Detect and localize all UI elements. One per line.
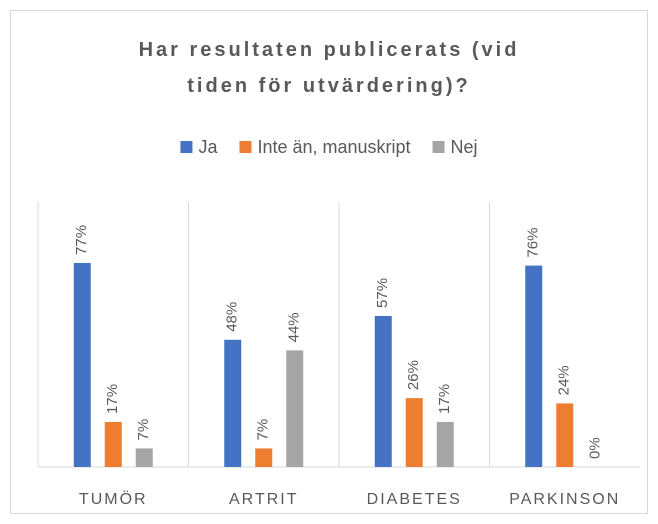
- bar: [135, 448, 153, 467]
- bar: [374, 315, 392, 467]
- legend-label: Inte än, manuskript: [257, 137, 410, 157]
- bar: [224, 339, 242, 467]
- bar: [436, 421, 454, 467]
- legend-swatch: [180, 141, 193, 153]
- data-label: 7%: [255, 419, 272, 441]
- data-label: 48%: [224, 302, 241, 332]
- data-label: 77%: [73, 225, 90, 255]
- data-label: 7%: [135, 419, 152, 441]
- bar: [525, 265, 543, 467]
- legend-swatch: [432, 141, 445, 153]
- legend-label: Nej: [451, 137, 478, 157]
- chart-title: Har resultaten publicerats (vid tiden fö…: [138, 39, 520, 97]
- x-tick-label: PARKINSON: [509, 491, 620, 508]
- bar: [255, 448, 273, 467]
- bar: [73, 262, 91, 467]
- x-tick-label: DIABETES: [367, 491, 462, 508]
- data-label: 17%: [436, 384, 453, 414]
- data-label: 76%: [525, 228, 542, 258]
- bar: [405, 398, 423, 467]
- legend-swatch: [239, 141, 252, 153]
- data-label: 57%: [374, 278, 391, 308]
- x-tick-label: ARTRIT: [229, 491, 298, 508]
- legend-label: Ja: [198, 137, 218, 157]
- data-label: 44%: [286, 312, 303, 342]
- bar: [286, 350, 304, 467]
- data-label: 26%: [405, 360, 422, 390]
- data-label: 17%: [104, 384, 121, 414]
- x-tick-label: TUMÖR: [79, 490, 148, 508]
- data-label: 0%: [587, 437, 604, 459]
- data-label: 24%: [556, 365, 573, 395]
- bar: [104, 421, 122, 467]
- bar: [556, 403, 574, 467]
